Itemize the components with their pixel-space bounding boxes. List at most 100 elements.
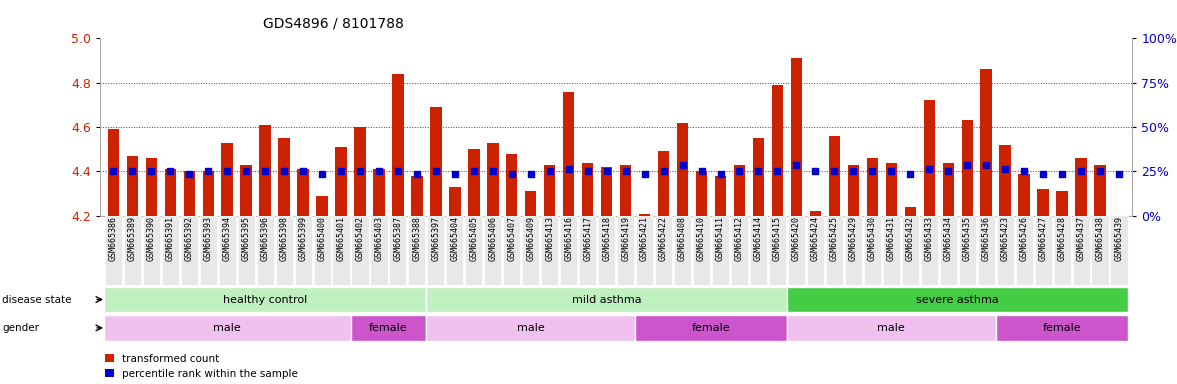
Text: GSM665433: GSM665433: [925, 216, 933, 261]
FancyBboxPatch shape: [902, 216, 919, 285]
FancyBboxPatch shape: [731, 216, 749, 285]
Bar: [847, 165, 859, 216]
Text: GSM665386: GSM665386: [108, 216, 118, 261]
Point: [293, 169, 312, 175]
FancyBboxPatch shape: [465, 216, 483, 285]
FancyBboxPatch shape: [446, 216, 464, 285]
Bar: [165, 169, 175, 216]
FancyBboxPatch shape: [997, 216, 1013, 285]
Bar: [639, 214, 651, 216]
FancyBboxPatch shape: [427, 216, 445, 285]
FancyBboxPatch shape: [313, 216, 331, 285]
FancyBboxPatch shape: [656, 216, 672, 285]
Bar: [962, 121, 973, 216]
FancyBboxPatch shape: [826, 216, 843, 285]
FancyBboxPatch shape: [978, 216, 995, 285]
Bar: [525, 191, 537, 216]
Bar: [487, 142, 499, 216]
Point: [1015, 169, 1033, 175]
Text: female: female: [692, 323, 731, 333]
Text: GSM665404: GSM665404: [451, 216, 459, 261]
Point: [161, 169, 180, 175]
Text: GSM665402: GSM665402: [355, 216, 365, 261]
Bar: [620, 165, 631, 216]
Point: [939, 169, 958, 175]
Point: [692, 169, 711, 175]
Text: GSM665414: GSM665414: [754, 216, 763, 261]
Text: GSM665393: GSM665393: [204, 216, 213, 261]
Point: [900, 170, 919, 177]
Text: GSM665412: GSM665412: [734, 216, 744, 261]
FancyBboxPatch shape: [958, 216, 976, 285]
Point: [180, 170, 199, 177]
Point: [521, 170, 540, 177]
Bar: [924, 101, 935, 216]
Point: [920, 166, 939, 172]
FancyBboxPatch shape: [275, 216, 293, 285]
Point: [711, 170, 730, 177]
Bar: [146, 158, 157, 216]
Text: GSM665413: GSM665413: [545, 216, 554, 261]
Text: GSM665435: GSM665435: [963, 216, 972, 261]
Bar: [677, 122, 689, 216]
Point: [617, 169, 636, 175]
Point: [654, 169, 673, 175]
FancyBboxPatch shape: [541, 216, 558, 285]
Text: female: female: [370, 323, 407, 333]
Text: GSM665416: GSM665416: [564, 216, 573, 261]
Point: [218, 169, 237, 175]
FancyBboxPatch shape: [845, 216, 862, 285]
Text: GSM665439: GSM665439: [1115, 216, 1124, 261]
Point: [882, 169, 900, 175]
Point: [199, 169, 218, 175]
Bar: [127, 156, 138, 216]
Point: [237, 169, 255, 175]
FancyBboxPatch shape: [332, 216, 350, 285]
Point: [597, 169, 616, 175]
FancyBboxPatch shape: [996, 315, 1129, 341]
Point: [122, 169, 141, 175]
Bar: [202, 171, 214, 216]
Bar: [354, 127, 366, 216]
FancyBboxPatch shape: [750, 216, 767, 285]
Text: GSM665399: GSM665399: [299, 216, 307, 261]
FancyBboxPatch shape: [693, 216, 710, 285]
Text: GSM665398: GSM665398: [280, 216, 288, 261]
Bar: [298, 169, 308, 216]
Bar: [658, 152, 670, 216]
Text: GSM665425: GSM665425: [830, 216, 839, 261]
Text: GSM665400: GSM665400: [318, 216, 326, 261]
FancyBboxPatch shape: [807, 216, 824, 285]
FancyBboxPatch shape: [161, 216, 179, 285]
FancyBboxPatch shape: [426, 287, 787, 312]
Text: GSM665394: GSM665394: [222, 216, 232, 261]
Bar: [696, 171, 707, 216]
Text: female: female: [1043, 323, 1082, 333]
Text: mild asthma: mild asthma: [572, 295, 641, 305]
Point: [578, 169, 597, 175]
Point: [1110, 170, 1129, 177]
Bar: [905, 207, 916, 216]
Point: [749, 169, 767, 175]
Bar: [544, 165, 556, 216]
FancyBboxPatch shape: [598, 216, 616, 285]
Text: male: male: [517, 323, 545, 333]
Text: GSM665429: GSM665429: [849, 216, 858, 261]
FancyBboxPatch shape: [390, 216, 406, 285]
Bar: [829, 136, 840, 216]
Text: GSM665388: GSM665388: [412, 216, 421, 261]
Text: GSM665403: GSM665403: [374, 216, 384, 261]
Point: [636, 170, 654, 177]
Text: GSM665392: GSM665392: [185, 216, 194, 261]
FancyBboxPatch shape: [636, 216, 653, 285]
Bar: [999, 145, 1011, 216]
Text: GSM665409: GSM665409: [526, 216, 536, 261]
Point: [1052, 170, 1071, 177]
Text: GSM665390: GSM665390: [147, 216, 155, 261]
Bar: [1076, 158, 1086, 216]
Bar: [335, 147, 347, 216]
Text: GSM665411: GSM665411: [716, 216, 725, 261]
FancyBboxPatch shape: [579, 216, 597, 285]
Text: GSM665420: GSM665420: [792, 216, 800, 261]
Text: GSM665401: GSM665401: [337, 216, 346, 261]
